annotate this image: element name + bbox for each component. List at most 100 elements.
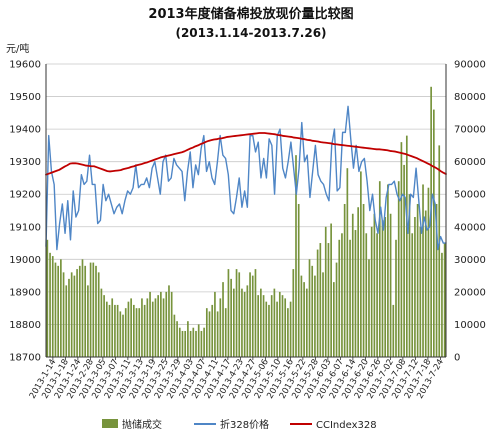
bar <box>111 298 114 357</box>
bar <box>216 311 219 357</box>
bar <box>308 259 311 357</box>
right-tick-label: 60000 <box>454 157 486 168</box>
bar <box>60 259 62 357</box>
bar <box>270 295 273 357</box>
bar <box>100 288 103 357</box>
bar <box>335 262 338 357</box>
bar <box>146 298 149 357</box>
bar <box>62 272 65 357</box>
bar <box>351 213 354 357</box>
bar <box>400 142 403 357</box>
bar <box>160 291 162 357</box>
bar <box>392 304 395 357</box>
bar <box>87 285 89 357</box>
left-axis-unit-label: 元/吨 <box>6 42 29 55</box>
line-series-group <box>45 105 447 251</box>
bar <box>76 269 78 357</box>
bar <box>405 135 408 357</box>
bar <box>424 210 427 357</box>
bar <box>246 285 249 357</box>
bar <box>346 168 349 357</box>
bar <box>51 256 54 357</box>
chart-title: 2013年度储备棉投放现价量比较图 <box>148 6 353 22</box>
bar <box>81 259 84 357</box>
bar <box>373 213 376 357</box>
bar <box>281 295 284 357</box>
bar <box>319 243 322 357</box>
right-tick-label: 80000 <box>454 92 486 103</box>
bar <box>311 265 314 357</box>
bar <box>165 291 168 357</box>
bar <box>238 272 241 357</box>
left-axis-ticks: 19600 19500 19400 19300 19200 19100 19000 18900… <box>9 60 41 364</box>
bar <box>176 321 178 357</box>
bar <box>305 288 308 357</box>
bar <box>187 321 189 357</box>
bar <box>316 249 319 357</box>
bar <box>389 213 392 357</box>
bar <box>241 288 243 357</box>
bar <box>338 239 341 357</box>
bar <box>397 181 400 357</box>
bar <box>322 272 324 357</box>
bar <box>192 327 195 357</box>
bar <box>381 220 384 357</box>
bar <box>276 301 278 357</box>
bar <box>430 86 432 358</box>
bar <box>65 285 68 357</box>
bar <box>78 265 81 357</box>
bar <box>141 298 143 357</box>
bar <box>119 311 122 357</box>
bar <box>219 298 222 357</box>
right-tick-label: 70000 <box>454 125 486 136</box>
legend: 抛储成交 折328价格 CCIndex328 <box>102 418 377 431</box>
bar <box>303 282 305 357</box>
bar <box>357 207 359 357</box>
bar <box>151 301 154 357</box>
bar <box>195 330 197 357</box>
bar <box>333 282 335 357</box>
bar <box>360 171 362 357</box>
bar <box>108 304 111 357</box>
bar <box>443 243 446 357</box>
left-tick-label: 19400 <box>9 125 41 136</box>
bar <box>384 217 387 357</box>
bar <box>435 203 438 357</box>
bar <box>368 259 370 357</box>
bar <box>354 230 357 357</box>
bar <box>103 295 105 357</box>
bar <box>287 308 289 357</box>
bar <box>70 272 73 357</box>
bar <box>203 327 205 357</box>
chart-subtitle: (2013.1.14-2013.7.26) <box>175 26 326 40</box>
bar <box>438 145 441 357</box>
bar <box>289 301 292 357</box>
bar <box>173 314 176 357</box>
legend-label-index: CCIndex328 <box>316 420 377 431</box>
bar <box>403 164 405 357</box>
right-tick-label: 30000 <box>454 255 486 266</box>
bar <box>370 226 373 357</box>
bar <box>395 239 397 357</box>
bar <box>411 233 414 357</box>
left-tick-label: 18700 <box>9 353 41 364</box>
bar <box>162 298 165 357</box>
x-axis-ticks: 2013-1-142013-1-182013-1-242013-2-282013… <box>28 357 446 401</box>
bar <box>330 223 332 357</box>
bar <box>49 252 51 357</box>
bar <box>227 269 230 357</box>
right-tick-label: 40000 <box>454 222 486 233</box>
legend-swatch-volume <box>102 419 118 428</box>
left-tick-label: 19100 <box>9 222 41 233</box>
bar <box>116 304 119 357</box>
legend-label-volume: 抛储成交 <box>122 418 162 431</box>
left-tick-label: 19300 <box>9 157 41 168</box>
bar <box>133 304 135 357</box>
bar <box>211 304 214 357</box>
bar <box>433 109 435 357</box>
bar <box>205 308 208 357</box>
bar <box>265 301 268 357</box>
bar <box>181 330 184 357</box>
